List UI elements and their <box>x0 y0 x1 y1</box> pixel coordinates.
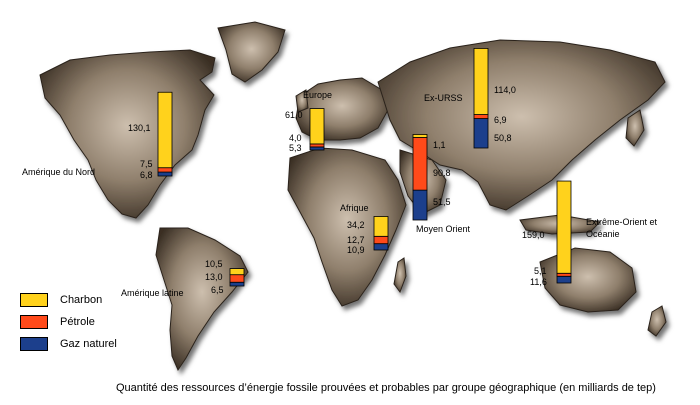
value-label-al-charbon: 10,5 <box>205 259 223 269</box>
legend-label-petrole: Pétrole <box>60 316 95 328</box>
bar-afrique-petrole <box>373 235 389 245</box>
value-label-af-gaz: 10,9 <box>347 245 365 255</box>
legend-label-charbon: Charbon <box>60 294 103 306</box>
chart-caption: Quantité des ressources d’énergie fossil… <box>116 382 656 394</box>
new-zealand-landmass <box>647 305 667 337</box>
region-name-moyen-orient: Moyen Orient <box>416 224 471 234</box>
region-name-extreme-orient-oceanie: Extrême-Orient et Océanie <box>586 217 658 239</box>
value-label-eu-petrole: 4,0 <box>289 133 302 143</box>
value-label-eo-gaz: 11,6 <box>530 277 547 287</box>
value-label-al-petrole: 13,0 <box>205 272 223 282</box>
region-name-amerique-latine: Amérique latine <box>121 288 184 298</box>
value-label-eo-petrole: 5,1 <box>534 266 547 276</box>
bar-europe-gaz <box>309 146 325 151</box>
bar-ex-urss-petrole <box>473 114 489 119</box>
value-label-af-charbon: 34,2 <box>347 220 365 230</box>
region-name-ex-urss: Ex-URSS <box>424 93 463 103</box>
legend-label-gaz: Gaz naturel <box>60 338 117 350</box>
bar-amerique-latine-gaz <box>229 281 245 287</box>
bar-moyen-orient-charbon <box>412 134 428 138</box>
madagascar-landmass <box>393 257 407 294</box>
north-america-landmass <box>39 49 216 219</box>
value-label-urss-petrole: 6,9 <box>494 115 507 125</box>
bar-extreme-orient-oceanie-petrole <box>556 272 572 277</box>
value-label-mo-petrole: 90,8 <box>433 168 451 178</box>
region-name-europe: Europe <box>303 90 333 100</box>
bar-amerique-du-nord-charbon <box>157 91 173 169</box>
bar-afrique-gaz <box>373 243 389 251</box>
value-label-eo-charbon: 159,0 <box>522 230 545 240</box>
continents <box>39 21 667 372</box>
legend-item-petrole: Pétrole <box>20 312 117 332</box>
stacked-bars <box>157 48 572 287</box>
bar-afrique-charbon <box>373 216 389 237</box>
value-label-eu-gaz: 5,3 <box>289 143 302 153</box>
uk-landmass <box>295 89 309 113</box>
value-label-urss-charbon: 114,0 <box>494 85 516 95</box>
value-label-an-charbon: 130,1 <box>128 123 151 133</box>
bar-amerique-du-nord-petrole <box>157 167 173 173</box>
bar-extreme-orient-oceanie-gaz <box>556 275 572 284</box>
australia-landmass <box>539 247 637 313</box>
bar-moyen-orient-gaz <box>412 189 428 221</box>
japan-landmass <box>625 109 645 147</box>
bar-moyen-orient-petrole <box>412 137 428 191</box>
value-label-urss-gaz: 50,8 <box>494 133 512 143</box>
legend: Charbon Pétrole Gaz naturel <box>20 290 117 356</box>
legend-swatch-gaz <box>20 337 48 351</box>
value-label-mo-gaz: 51,5 <box>433 197 451 207</box>
value-label-eu-charbon: 61,0 <box>285 110 303 120</box>
bar-amerique-latine-petrole <box>229 274 245 283</box>
value-label-al-gaz: 6,5 <box>211 285 224 295</box>
bar-ex-urss-gaz <box>473 118 489 149</box>
region-name-afrique: Afrique <box>340 203 369 213</box>
value-label-mo-charbon: 1,1 <box>433 140 446 150</box>
greenland-landmass <box>217 21 286 83</box>
bar-europe-petrole <box>309 143 325 148</box>
south-america-landmass <box>155 227 249 372</box>
value-label-an-petrole: 7,5 <box>140 159 153 169</box>
region-name-amerique-du-nord: Amérique du Nord <box>22 167 96 177</box>
value-label-an-gaz: 6,8 <box>140 170 153 180</box>
bar-amerique-du-nord-gaz <box>157 171 173 177</box>
asia-landmass <box>377 39 666 211</box>
legend-item-gaz: Gaz naturel <box>20 334 117 354</box>
legend-swatch-petrole <box>20 315 48 329</box>
legend-item-charbon: Charbon <box>20 290 117 310</box>
bar-extreme-orient-oceanie-charbon <box>556 180 572 274</box>
bar-amerique-latine-charbon <box>229 268 245 276</box>
legend-swatch-charbon <box>20 293 48 307</box>
value-label-af-petrole: 12,7 <box>347 235 365 245</box>
africa-landmass <box>287 147 407 307</box>
bar-europe-charbon <box>309 108 325 145</box>
bar-ex-urss-charbon <box>473 48 489 115</box>
